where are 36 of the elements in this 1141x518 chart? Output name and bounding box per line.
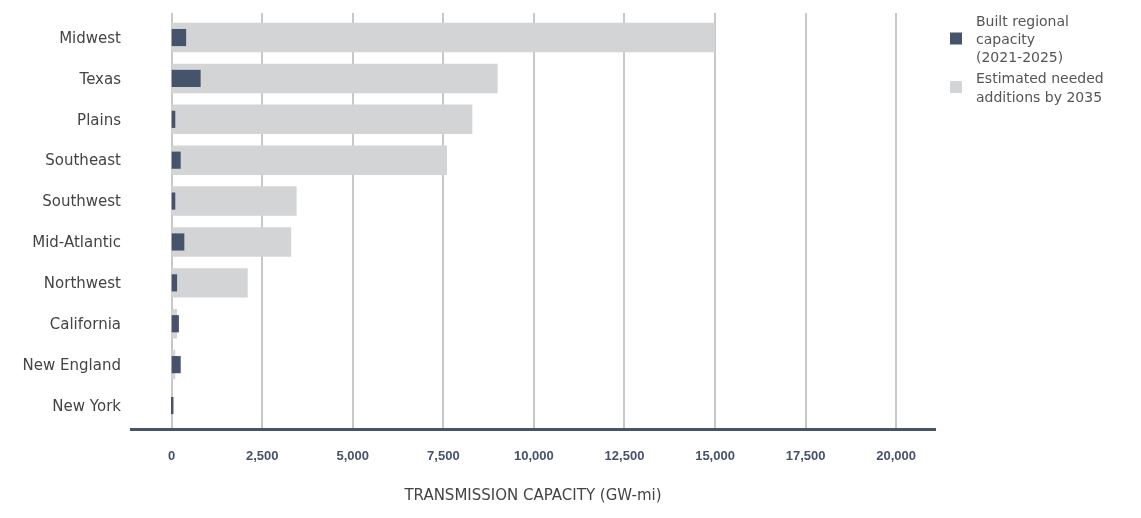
x-tick-label: 10,000 <box>514 448 554 464</box>
bar <box>171 274 178 292</box>
x-axis-title: TRANSMISSION CAPACITY (GW-mi) <box>403 486 662 505</box>
bar <box>171 28 187 47</box>
x-tick-label: 5,000 <box>336 448 370 464</box>
bar <box>171 104 473 135</box>
y-tick-label: California <box>49 314 121 333</box>
y-tick-label: Midwest <box>59 28 122 47</box>
y-tick-label: New York <box>52 396 122 415</box>
bar <box>171 268 248 298</box>
bar <box>171 63 498 94</box>
x-tick-label: 0 <box>168 448 176 464</box>
bar <box>171 22 716 53</box>
y-tick-label: Plains <box>77 110 122 129</box>
legend-label: Estimated needed additions by 2035 <box>976 70 1104 105</box>
x-tick-label: 20,000 <box>876 448 917 464</box>
y-tick-label: New England <box>22 355 121 374</box>
bar <box>171 315 179 333</box>
x-tick-label: 2,500 <box>245 448 279 464</box>
bar <box>171 186 297 216</box>
bar <box>171 151 181 169</box>
bar <box>171 145 447 175</box>
x-tick-label: 15,000 <box>695 448 735 464</box>
y-tick-label: Southeast <box>45 151 122 170</box>
x-tick-label: 17,500 <box>785 448 826 464</box>
legend-label: Built regional capacity (2021-2025) <box>976 12 1069 66</box>
bar <box>171 233 185 251</box>
y-tick-label: Northwest <box>43 274 122 293</box>
y-tick-label: Mid-Atlantic <box>32 233 121 252</box>
x-tick-label: 7,500 <box>427 448 460 464</box>
bar <box>171 227 292 257</box>
bar <box>171 69 201 87</box>
y-tick-label: Southwest <box>42 192 122 211</box>
y-tick-label: Texas <box>78 69 122 88</box>
x-tick-label: 12,500 <box>604 448 645 464</box>
bar <box>171 356 181 374</box>
